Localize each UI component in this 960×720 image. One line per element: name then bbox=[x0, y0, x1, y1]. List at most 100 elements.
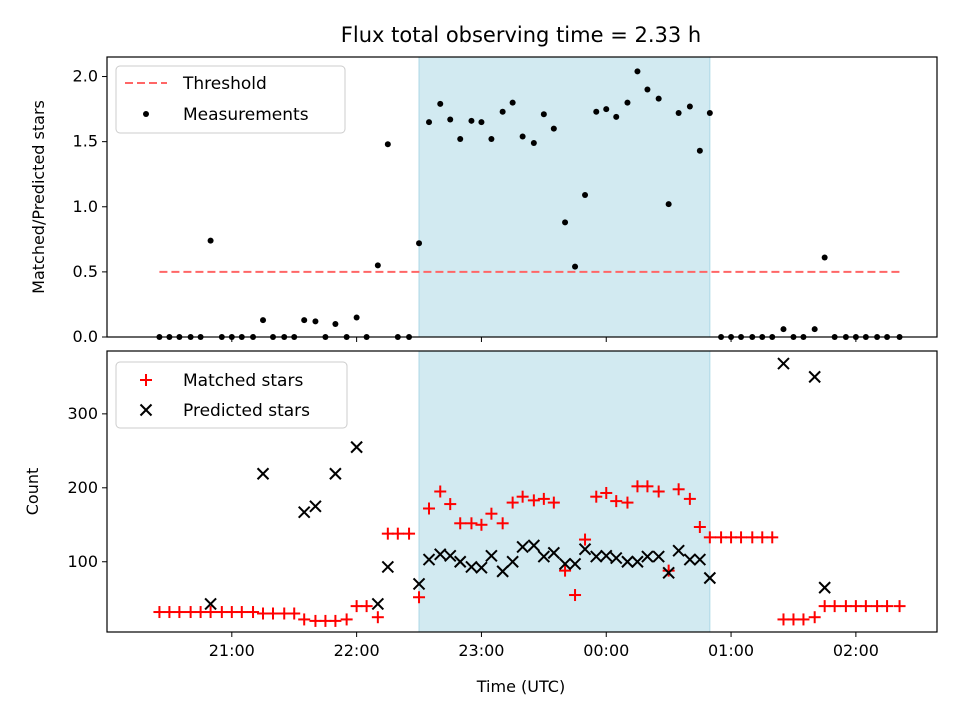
predicted-star-point bbox=[329, 467, 342, 480]
predicted-star-point bbox=[422, 553, 436, 566]
matched-star-point bbox=[485, 507, 498, 520]
y-axis-label: Matched/Predicted stars bbox=[29, 100, 48, 294]
matched-star-point bbox=[340, 613, 353, 626]
measurement-point bbox=[780, 326, 787, 333]
predicted-star-point bbox=[297, 505, 311, 519]
cross-b bbox=[818, 581, 831, 594]
matched-star-point bbox=[652, 485, 665, 498]
matched-star-point bbox=[828, 600, 841, 613]
x-tick-label: 00:00 bbox=[583, 641, 629, 660]
predicted-star-point bbox=[475, 561, 488, 574]
shaded-interval bbox=[418, 350, 711, 633]
cross-b bbox=[381, 560, 395, 574]
bottom-panel: 100 200 300 21:00 22:00 23:00 00:00 01:00 02:00 C… bbox=[23, 350, 938, 660]
matched-star-point bbox=[496, 517, 509, 530]
cross-b bbox=[683, 553, 697, 566]
cross-b bbox=[547, 546, 561, 560]
measurement-point bbox=[416, 240, 423, 247]
matched-star-point bbox=[371, 611, 384, 624]
cross-b bbox=[465, 560, 478, 574]
predicted-star-point bbox=[672, 544, 685, 557]
y-tick-label: 2.0 bbox=[73, 67, 98, 86]
matched-star-point bbox=[641, 480, 654, 493]
legend-threshold-label: Threshold bbox=[182, 74, 267, 94]
measurement-point bbox=[499, 108, 506, 115]
predicted-star-point bbox=[703, 571, 717, 585]
predicted-star-point bbox=[683, 553, 697, 566]
predicted-star-point bbox=[631, 555, 644, 568]
shaded-interval bbox=[418, 56, 711, 338]
measurement-point bbox=[624, 99, 631, 106]
measurement-point bbox=[603, 106, 610, 113]
measurement-point bbox=[384, 141, 391, 148]
cross-b bbox=[204, 597, 217, 611]
cross-b bbox=[297, 505, 311, 519]
matched-star-point bbox=[621, 496, 634, 509]
matched-star-point bbox=[298, 613, 311, 626]
cross-b bbox=[537, 550, 551, 563]
y-tick-label: 1.5 bbox=[73, 132, 98, 151]
matched-star-point bbox=[610, 495, 623, 508]
predicted-star-point bbox=[381, 560, 395, 574]
chart-title: Flux total observing time = 2.33 h bbox=[341, 23, 701, 47]
predicted-star-point bbox=[808, 370, 821, 384]
x-axis-label: Time (UTC) bbox=[476, 677, 565, 696]
matched-star-point bbox=[360, 600, 373, 613]
matched-star-point bbox=[881, 600, 894, 613]
predicted-star-point bbox=[371, 597, 385, 611]
predicted-star-point bbox=[590, 550, 603, 563]
measurement-point bbox=[301, 317, 308, 324]
legend-measurements-label: Measurements bbox=[183, 105, 309, 125]
matched-star-point bbox=[808, 611, 821, 624]
cross-b bbox=[256, 467, 270, 480]
cross-b bbox=[309, 500, 322, 513]
measurement-point bbox=[821, 254, 828, 261]
y-tick-label: 0.0 bbox=[73, 327, 98, 346]
matched-star-point bbox=[859, 600, 872, 613]
cross-b bbox=[590, 550, 603, 563]
matched-star-point bbox=[693, 520, 706, 533]
top-legend: Threshold Measurements bbox=[115, 65, 346, 134]
matched-star-point bbox=[140, 374, 152, 386]
cross-b bbox=[371, 597, 385, 611]
predicted-star-point bbox=[434, 548, 447, 561]
matched-star-point bbox=[235, 606, 248, 619]
measurement-point bbox=[811, 326, 818, 333]
predicted-star-point bbox=[568, 557, 582, 571]
matched-star-point bbox=[590, 490, 603, 503]
y-tick-label: 0.5 bbox=[73, 262, 98, 281]
predicted-star-point bbox=[818, 581, 831, 594]
x-tick-label: 21:00 bbox=[209, 641, 255, 660]
predicted-star-point bbox=[558, 557, 572, 571]
matched-star-point bbox=[662, 564, 675, 577]
predicted-star-point bbox=[777, 357, 790, 370]
matched-star-point bbox=[465, 517, 478, 530]
measurement-point bbox=[540, 111, 547, 118]
cross-b bbox=[485, 549, 498, 563]
matched-star-point bbox=[423, 502, 436, 515]
y-tick-label: 100 bbox=[67, 552, 98, 571]
matched-star-point bbox=[559, 564, 572, 577]
bottom-legend: Matched stars Predicted stars bbox=[115, 361, 348, 429]
predicted-star-point bbox=[139, 403, 153, 417]
matched-star-point bbox=[672, 483, 685, 496]
legend-predicted-label: Predicted stars bbox=[183, 401, 310, 421]
measurement-point bbox=[519, 133, 526, 140]
cross-b bbox=[527, 539, 541, 552]
measurement-point bbox=[468, 117, 475, 124]
predicted-star-point bbox=[454, 555, 467, 568]
cross-b bbox=[600, 549, 613, 563]
measurement-point bbox=[582, 192, 589, 199]
predicted-star-point bbox=[527, 539, 541, 552]
measurement-point bbox=[207, 237, 214, 244]
cross-b bbox=[412, 577, 426, 591]
cross-b bbox=[558, 557, 572, 571]
cross-b bbox=[496, 565, 509, 578]
cross-b bbox=[777, 357, 790, 370]
x-tick-label: 23:00 bbox=[458, 641, 504, 660]
measurement-point bbox=[706, 110, 713, 116]
y-tick-label: 300 bbox=[67, 404, 98, 423]
predicted-star-point bbox=[412, 577, 426, 591]
cross-b bbox=[568, 557, 582, 571]
measurement-point bbox=[655, 95, 662, 102]
